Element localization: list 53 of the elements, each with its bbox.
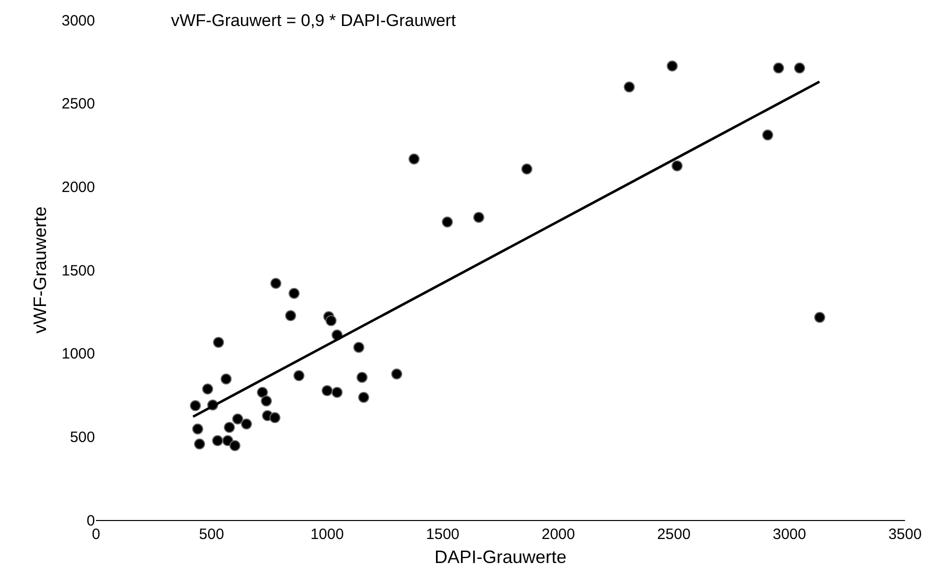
y-axis-title: vWF-Grauwerte xyxy=(30,206,50,334)
point xyxy=(332,386,343,398)
point xyxy=(192,424,204,434)
point xyxy=(666,60,678,72)
point xyxy=(358,392,370,403)
x-tick-label: 3000 xyxy=(772,526,806,543)
point xyxy=(232,414,244,424)
point xyxy=(326,315,337,326)
point xyxy=(229,440,240,452)
point xyxy=(762,130,774,140)
point xyxy=(202,384,214,394)
point xyxy=(814,312,826,323)
point xyxy=(356,372,368,383)
x-tick-label: 2500 xyxy=(657,526,691,543)
y-tick-label: 0 xyxy=(86,512,95,530)
x-tick-label: 2000 xyxy=(542,526,575,543)
y-tick-label: 1000 xyxy=(62,346,95,363)
y-tick-label: 500 xyxy=(70,428,95,446)
point xyxy=(288,288,300,299)
x-tick-label: 1000 xyxy=(310,526,344,543)
point xyxy=(521,164,532,174)
point xyxy=(442,216,453,228)
y-tick-label: 1500 xyxy=(62,262,95,280)
x-axis-title: DAPI-Grauwerte xyxy=(434,547,567,568)
point xyxy=(408,154,420,164)
point xyxy=(260,396,272,406)
point xyxy=(224,422,235,433)
point xyxy=(391,368,402,380)
point xyxy=(293,370,304,382)
x-tick-label: 3500 xyxy=(888,526,922,543)
point xyxy=(190,400,201,412)
y-tick-label: 3000 xyxy=(62,12,95,30)
point xyxy=(794,62,806,74)
annotation: vWF-Grauwert = 0,9 * DAPI-Grauwert xyxy=(171,11,456,30)
x-tick-label: 1500 xyxy=(426,526,460,543)
point xyxy=(285,310,296,322)
point xyxy=(322,385,333,396)
point xyxy=(213,336,224,348)
point xyxy=(194,438,206,450)
point xyxy=(269,412,280,424)
point xyxy=(353,342,364,353)
point xyxy=(624,82,635,92)
point xyxy=(256,386,268,398)
point xyxy=(773,62,784,74)
point xyxy=(473,212,484,223)
point xyxy=(672,160,683,172)
point xyxy=(212,435,224,446)
y-tick-label: 2000 xyxy=(62,178,95,196)
point xyxy=(220,374,232,384)
y-tick-label: 2500 xyxy=(62,96,95,113)
point xyxy=(240,418,252,430)
point xyxy=(270,278,282,289)
x-tick-label: 500 xyxy=(199,526,224,543)
